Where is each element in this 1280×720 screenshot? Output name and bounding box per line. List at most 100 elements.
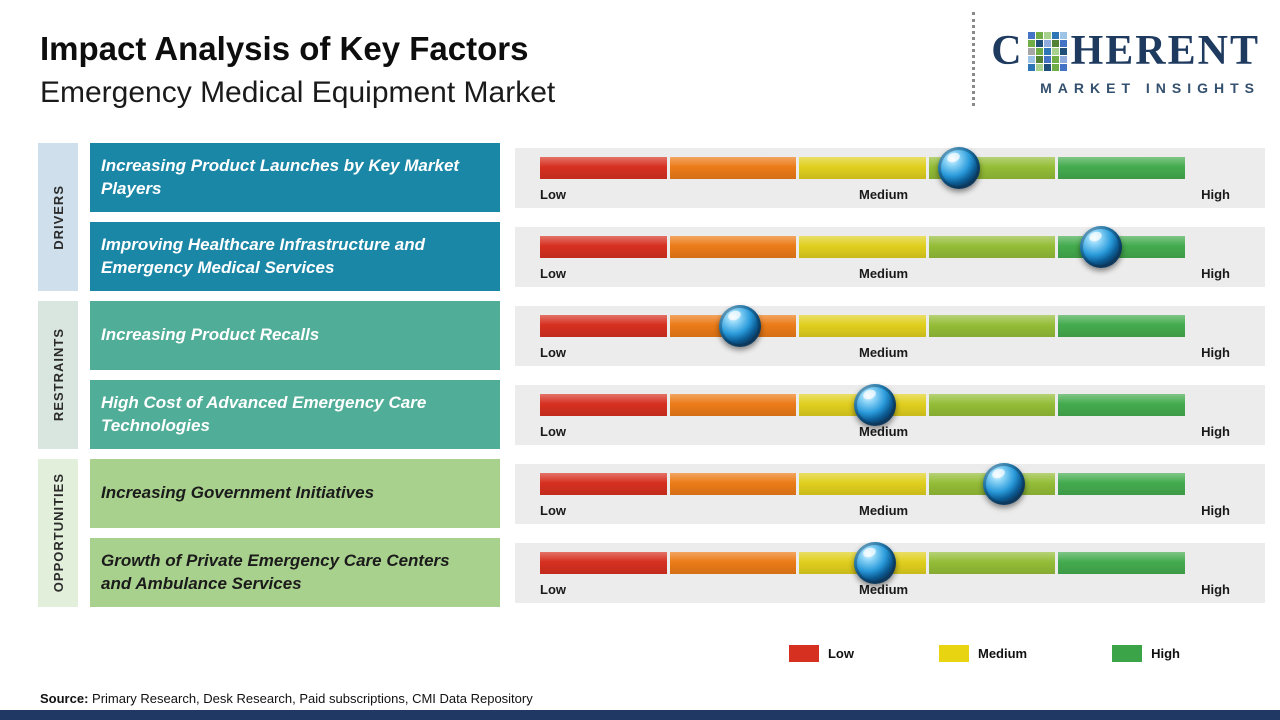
bar-segment-2 — [669, 551, 797, 574]
scale-label-low: Low — [540, 265, 566, 281]
brand-prefix: C — [991, 28, 1024, 74]
group-label-drivers: DRIVERS — [50, 184, 66, 250]
bar-segment-3 — [799, 314, 926, 337]
scale-label-medium: Medium — [858, 502, 909, 518]
scale-label-medium: Medium — [858, 423, 909, 439]
factor-row: High Cost of Advanced Emergency Care Tec… — [90, 380, 1265, 449]
bar-segment-3 — [799, 235, 926, 258]
impact-marker-icon — [983, 462, 1026, 505]
factor-row: Growth of Private Emergency Care Centers… — [90, 538, 1265, 607]
bar-segment-5 — [1058, 472, 1185, 495]
impact-bar — [540, 383, 1185, 426]
bar-segment-1 — [540, 393, 667, 416]
bar-segment-3 — [799, 472, 926, 495]
bar-segment-5 — [1058, 551, 1185, 574]
impact-scale: Low Medium High — [515, 383, 1265, 445]
impact-bar — [540, 146, 1185, 189]
scale-label-high: High — [1201, 581, 1230, 597]
factor-row: Improving Healthcare Infrastructure and … — [90, 222, 1265, 291]
source-note: Source: Primary Research, Desk Research,… — [40, 691, 533, 706]
scale-labels: Low Medium High — [540, 345, 1230, 360]
bar-segment-1 — [540, 472, 667, 495]
factor-box: Improving Healthcare Infrastructure and … — [90, 222, 500, 291]
impact-scale: Low Medium High — [515, 541, 1265, 603]
scale-label-medium: Medium — [858, 186, 909, 202]
scale-label-medium: Medium — [858, 581, 909, 597]
source-label: Source: — [40, 691, 89, 706]
brand-rest: HERENT — [1070, 28, 1260, 74]
bar-segment-2 — [669, 472, 797, 495]
source-text: Primary Research, Desk Research, Paid su… — [88, 691, 533, 706]
page-subtitle: Emergency Medical Equipment Market — [40, 75, 556, 109]
group-strip-drivers: DRIVERS — [38, 143, 78, 291]
scale-label-low: Low — [540, 581, 566, 597]
impact-bar — [540, 541, 1185, 584]
impact-bar — [540, 225, 1185, 268]
impact-chart: DRIVERS Increasing Product Launches by K… — [38, 143, 1265, 617]
scale-label-low: Low — [540, 502, 566, 518]
factor-label: Increasing Product Recalls — [101, 325, 320, 345]
scale-label-high: High — [1201, 502, 1230, 518]
factor-row: Increasing Government Initiatives L — [90, 459, 1265, 528]
factor-box: Increasing Government Initiatives — [90, 459, 500, 528]
bar-segment-1 — [540, 314, 667, 337]
scale-label-high: High — [1201, 423, 1230, 439]
factor-label: Increasing Product Launches by Key Marke… — [101, 156, 460, 198]
scale-label-high: High — [1201, 186, 1230, 202]
legend-label-low: Low — [827, 646, 854, 661]
logo: C HERENT MARKET INSIGHTS — [972, 12, 1260, 106]
brand-tagline: MARKET INSIGHTS — [1040, 80, 1260, 96]
legend-item-high: High — [1112, 645, 1180, 662]
group-strip-restraints: RESTRAINTS — [38, 301, 78, 449]
bar-segment-4 — [928, 235, 1056, 258]
impact-marker-icon — [718, 304, 761, 347]
scale-labels: Low Medium High — [540, 266, 1230, 281]
factor-label: High Cost of Advanced Emergency Care Tec… — [101, 393, 427, 435]
factor-row: Increasing Product Launches by Key Marke… — [90, 143, 1265, 212]
group-drivers: DRIVERS Increasing Product Launches by K… — [38, 143, 1265, 291]
group-label-restraints: RESTRAINTS — [50, 328, 66, 422]
bar-segment-4 — [928, 393, 1056, 416]
legend-swatch-medium — [938, 645, 969, 662]
impact-marker-icon — [1080, 225, 1123, 268]
bar-segment-2 — [669, 156, 797, 179]
bar-segment-1 — [540, 235, 667, 258]
factor-label: Growth of Private Emergency Care Centers… — [101, 551, 450, 593]
impact-marker-icon — [854, 383, 897, 426]
scale-labels: Low Medium High — [540, 187, 1230, 202]
group-opportunities: OPPORTUNITIES Increasing Government Init… — [38, 459, 1265, 607]
impact-marker-icon — [938, 146, 981, 189]
bar-segment-5 — [1058, 393, 1185, 416]
logo-mosaic-o-icon — [1027, 31, 1067, 71]
bar-segment-5 — [1058, 314, 1185, 337]
scale-labels: Low Medium High — [540, 424, 1230, 439]
header: Impact Analysis of Key Factors Emergency… — [40, 30, 556, 109]
scale-labels: Low Medium High — [540, 503, 1230, 518]
legend-label-high: High — [1151, 646, 1180, 661]
legend-item-low: Low — [788, 645, 854, 662]
group-label-opportunities: OPPORTUNITIES — [50, 473, 66, 593]
page-title: Impact Analysis of Key Factors — [40, 30, 529, 67]
logo-divider — [972, 12, 976, 106]
scale-labels: Low Medium High — [540, 582, 1230, 597]
bar-segment-5 — [1058, 156, 1185, 179]
scale-label-low: Low — [540, 423, 566, 439]
bar-segment-2 — [669, 393, 797, 416]
impact-scale: Low Medium High — [515, 225, 1265, 287]
bar-segment-3 — [799, 156, 926, 179]
scale-label-high: High — [1201, 265, 1230, 281]
legend-swatch-high — [1112, 645, 1143, 662]
legend-swatch-low — [788, 645, 819, 662]
bar-segment-4 — [928, 314, 1056, 337]
impact-scale: Low Medium High — [515, 462, 1265, 524]
impact-bar — [540, 462, 1185, 505]
scale-label-low: Low — [540, 344, 566, 360]
factor-label: Improving Healthcare Infrastructure and … — [101, 235, 426, 277]
factor-box: Increasing Product Launches by Key Marke… — [90, 143, 500, 212]
factor-box: High Cost of Advanced Emergency Care Tec… — [90, 380, 500, 449]
impact-scale: Low Medium High — [515, 146, 1265, 208]
bottom-accent-bar — [0, 710, 1280, 720]
logo-box: C HERENT MARKET INSIGHTS — [991, 12, 1260, 96]
impact-bar — [540, 304, 1185, 347]
